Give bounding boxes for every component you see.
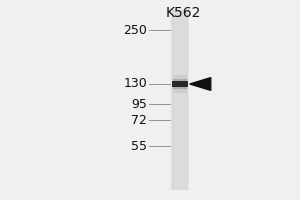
Bar — [170, 10, 173, 190]
Bar — [173, 79, 187, 89]
Text: 250: 250 — [123, 23, 147, 36]
Text: 72: 72 — [131, 114, 147, 127]
Text: 55: 55 — [131, 140, 147, 152]
Bar — [173, 75, 187, 93]
Bar — [172, 10, 188, 190]
Text: K562: K562 — [165, 6, 201, 20]
Polygon shape — [190, 78, 211, 90]
Text: 95: 95 — [131, 98, 147, 110]
Text: 130: 130 — [123, 77, 147, 90]
Bar — [172, 81, 188, 87]
Bar — [187, 10, 189, 190]
